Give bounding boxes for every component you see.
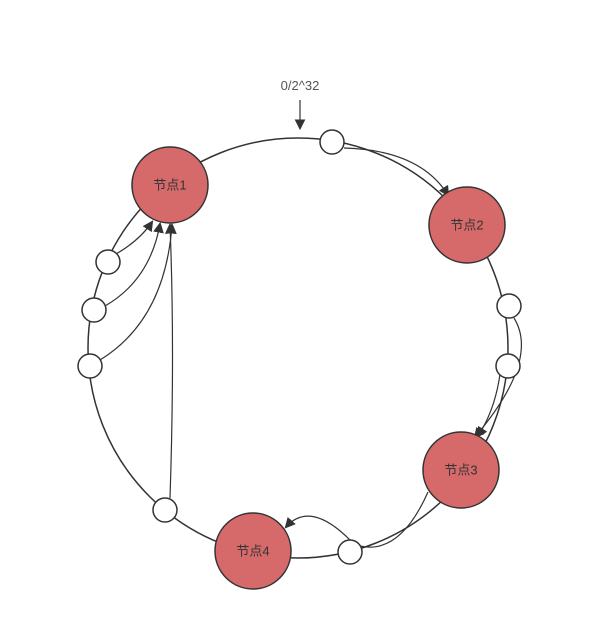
ring-origin-label: 0/2^32: [281, 78, 320, 93]
data-node-s_br: [338, 540, 362, 564]
data-node-s_bl: [153, 498, 177, 522]
data-node-s_top: [320, 130, 344, 154]
server-node-label-n4: 节点4: [236, 544, 269, 559]
server-node-label-n1: 节点1: [153, 178, 186, 193]
data-node-s_r2: [496, 354, 520, 378]
server-node-label-n2: 节点2: [450, 218, 483, 233]
data-node-s_l2: [82, 298, 106, 322]
server-node-label-n3: 节点3: [444, 463, 477, 478]
data-node-s_r1: [497, 294, 521, 318]
data-node-s_l3: [96, 250, 120, 274]
data-node-s_l1: [78, 354, 102, 378]
hash-ring-diagram: 0/2^32 节点1 节点2 节点3 节点4: [0, 0, 615, 634]
